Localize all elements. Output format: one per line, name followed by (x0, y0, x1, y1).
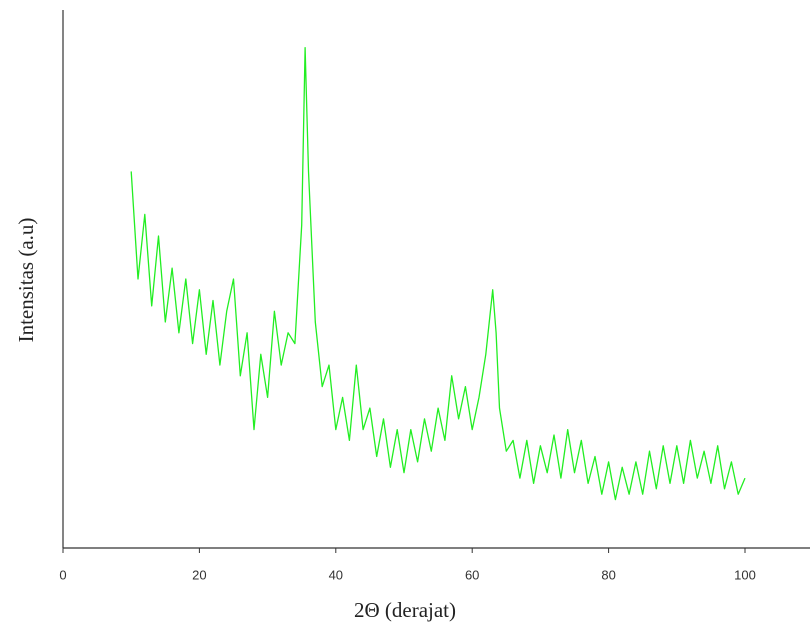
chart: 2Θ (derajat) Intensitas (a.u) 0 20 40 60 80 1… (0, 0, 810, 634)
data-line (131, 48, 745, 500)
x-tick-label: 40 (329, 567, 343, 582)
x-tick-label: 0 (59, 567, 66, 582)
page: {"chart_data": {"type": "line", "x_label… (0, 0, 810, 634)
y-axis-label: Intensitas (a.u) (14, 218, 38, 343)
x-tick-label: 80 (601, 567, 615, 582)
x-tick-label: 60 (465, 567, 479, 582)
x-axis-label: 2Θ (derajat) (354, 598, 456, 622)
x-tick-label: 20 (192, 567, 206, 582)
x-tick-label: 100 (734, 567, 756, 582)
